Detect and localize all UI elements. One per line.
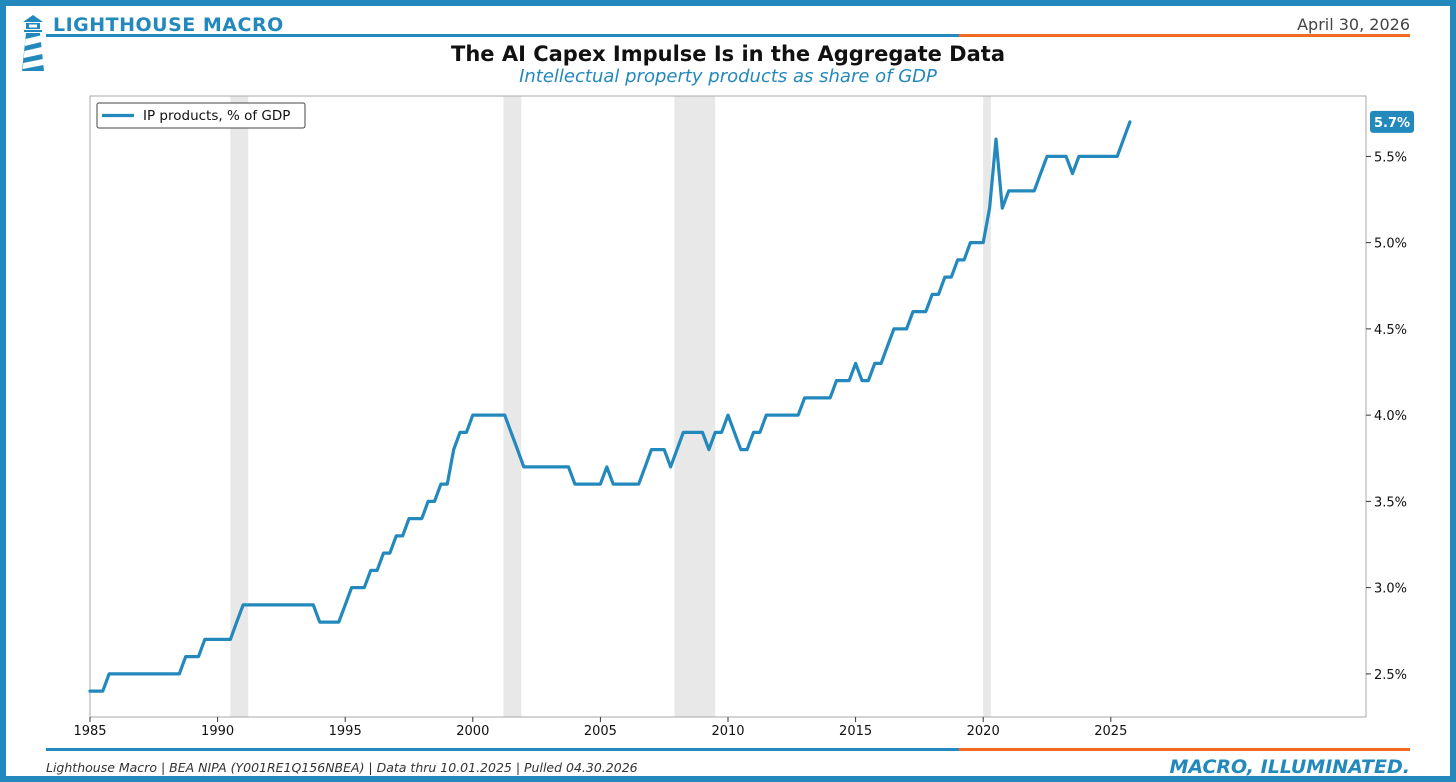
- x-tick-label: 1990: [201, 724, 234, 739]
- header-rule-orange: [959, 34, 1410, 37]
- legend-box: [96, 102, 306, 129]
- y-tick-label: 5.0%: [1374, 237, 1407, 252]
- x-tick-label: 1985: [73, 724, 106, 739]
- recession-band: [230, 96, 249, 717]
- footer-rule-blue: [46, 748, 959, 751]
- chart-subtitle: Intellectual property products as share …: [519, 66, 937, 87]
- x-tick-label: 2005: [584, 724, 617, 739]
- x-tick-label: 2025: [1094, 724, 1127, 739]
- y-tick-label: 4.0%: [1374, 409, 1407, 424]
- footer-rule-orange: [959, 748, 1410, 751]
- source-note: Lighthouse Macro | BEA NIPA (Y001RE1Q156…: [46, 760, 638, 775]
- last-value-badge: [1370, 110, 1414, 133]
- x-tick-label: 2015: [839, 724, 872, 739]
- report-date: April 30, 2026: [1297, 15, 1410, 34]
- y-tick-label: 3.0%: [1374, 582, 1407, 597]
- x-tick-label: 2000: [456, 724, 489, 739]
- brand-name: LIGHTHOUSE MACRO: [53, 14, 284, 36]
- recession-band: [503, 96, 522, 717]
- y-tick-label: 3.5%: [1374, 495, 1407, 510]
- y-tick-label: 5.5%: [1374, 150, 1407, 165]
- plot-area: [89, 95, 1367, 718]
- last-value-label: 5.7%: [1374, 116, 1410, 131]
- y-tick-label: 2.5%: [1374, 668, 1407, 683]
- x-tick-label: 2010: [711, 724, 744, 739]
- legend-label: IP products, % of GDP: [143, 108, 290, 124]
- chart-title: The AI Capex Impulse Is in the Aggregate…: [451, 42, 1005, 66]
- y-tick-label: 4.5%: [1374, 323, 1407, 338]
- tagline: MACRO, ILLUMINATED.: [1169, 756, 1410, 778]
- recession-band: [983, 96, 991, 717]
- header-rule-blue: [46, 34, 959, 37]
- lighthouse-logo-icon: [22, 15, 44, 71]
- x-tick-label: 2020: [967, 724, 1000, 739]
- series-line: [88, 120, 1132, 693]
- recession-band: [674, 96, 716, 717]
- x-tick-label: 1995: [329, 724, 362, 739]
